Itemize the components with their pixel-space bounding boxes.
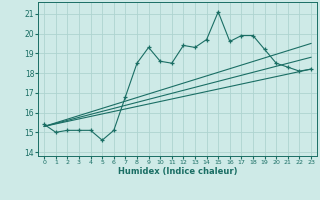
X-axis label: Humidex (Indice chaleur): Humidex (Indice chaleur) xyxy=(118,167,237,176)
